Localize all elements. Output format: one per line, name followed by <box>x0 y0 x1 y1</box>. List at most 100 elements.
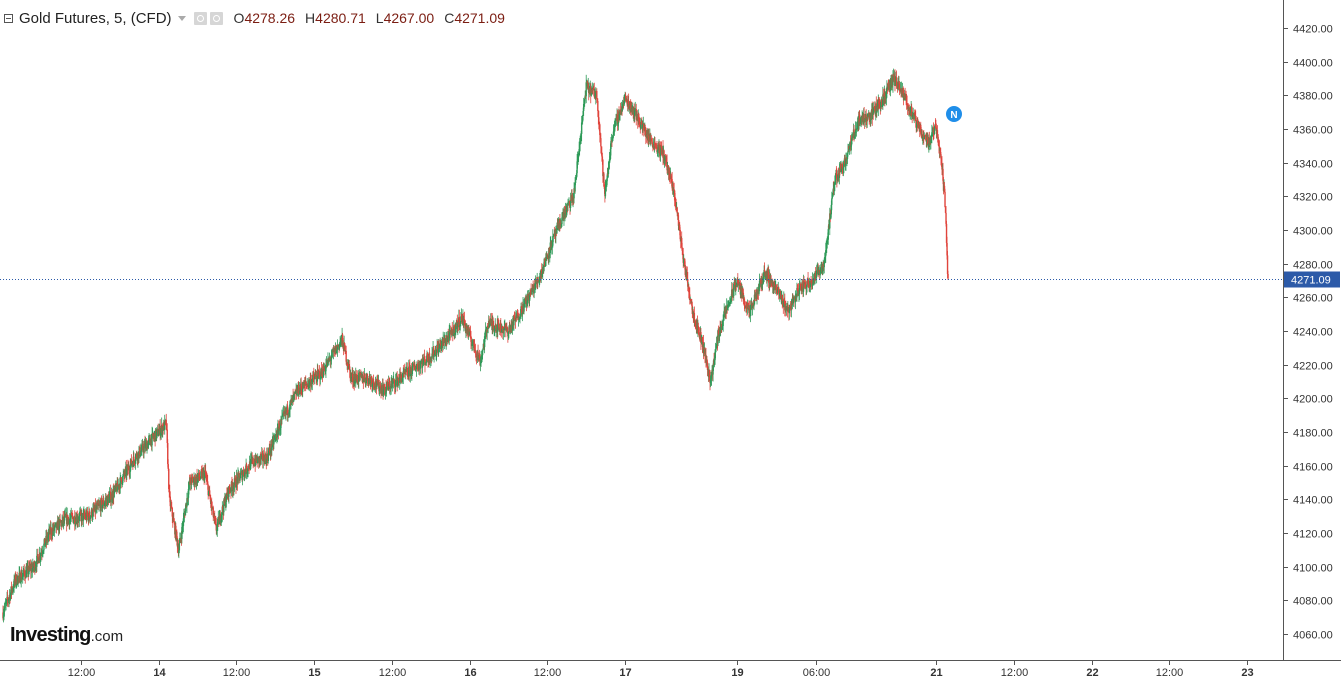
candle-body <box>778 287 780 294</box>
candle-body <box>419 363 422 369</box>
candle-body <box>635 109 637 120</box>
candle-body <box>324 368 326 372</box>
settings-icon[interactable] <box>193 11 207 25</box>
candle-body <box>797 289 799 291</box>
y-axis[interactable]: 4060.00 4080.00 4100.00 4120.00 4140.00 4160.… <box>1283 0 1333 660</box>
candle-body <box>541 269 543 275</box>
instrument-title[interactable]: Gold Futures, 5, (CFD) <box>19 9 172 27</box>
candle-body <box>805 286 808 289</box>
candle-body <box>887 85 889 89</box>
candle-body <box>468 330 471 335</box>
candle-body <box>454 333 456 335</box>
candle-body <box>584 95 586 99</box>
candle-body <box>804 282 807 288</box>
candle-body <box>486 326 489 329</box>
candle-body <box>440 345 442 349</box>
candle-body <box>336 345 339 350</box>
candle-body <box>478 354 481 358</box>
candle-body <box>484 336 486 337</box>
candle-body <box>742 292 745 299</box>
candle-body <box>372 378 375 384</box>
plot-area[interactable] <box>2 68 949 623</box>
candle-body <box>164 420 166 430</box>
candle-body <box>191 477 193 478</box>
candle-body <box>824 257 826 263</box>
candle-body <box>650 138 653 141</box>
candle-body <box>12 588 14 591</box>
settings-icon-2[interactable] <box>209 11 223 25</box>
x-tick-label: 12:00 <box>68 667 96 679</box>
candle-body <box>783 298 786 301</box>
candle-body <box>126 468 128 476</box>
candle-body <box>872 109 874 119</box>
candle-body <box>133 456 135 461</box>
y-tick-label: 4260.00 <box>1293 293 1333 305</box>
candle-body <box>519 317 521 318</box>
candle-body <box>32 562 35 568</box>
y-tick-label: 4160.00 <box>1293 462 1333 474</box>
candle-body <box>421 359 424 368</box>
candle-body <box>936 130 939 135</box>
candle-body <box>606 178 608 185</box>
candle-body <box>854 128 857 134</box>
candle-body <box>220 515 223 521</box>
candle-body <box>520 306 522 316</box>
candle-body <box>106 495 109 506</box>
candle-body <box>58 519 61 530</box>
candle-body <box>91 516 94 518</box>
candle-body <box>78 515 81 521</box>
candle-body <box>582 103 585 111</box>
candle-body <box>600 146 603 153</box>
candle-body <box>178 550 180 554</box>
candle-body <box>917 120 919 125</box>
ohlc-open: O4278.26 <box>234 10 296 26</box>
candle-body <box>82 513 85 521</box>
candle-body <box>835 172 837 179</box>
candle-body <box>670 174 672 179</box>
chevron-down-icon[interactable] <box>177 15 186 21</box>
candle-body <box>136 453 138 458</box>
candle-body <box>432 348 435 357</box>
candle-body <box>182 518 185 526</box>
candle-body <box>44 543 47 546</box>
candle-body <box>300 383 302 389</box>
candle-body <box>830 214 832 219</box>
candle-body <box>205 475 207 479</box>
candle-body <box>859 121 862 122</box>
candle-body <box>533 286 535 294</box>
candle-body <box>325 365 327 372</box>
candle-body <box>51 528 54 536</box>
candle-body <box>937 134 939 143</box>
candle-body <box>738 283 740 285</box>
news-marker[interactable]: N <box>946 106 962 122</box>
candle-body <box>841 164 844 169</box>
x-axis[interactable]: 12:00 14 12:00 15 12:00 16 12:00 17 19 06:00 21 12:… <box>0 660 1341 679</box>
candle-body <box>566 205 569 207</box>
candle-body <box>781 294 783 303</box>
candle-body <box>913 113 915 120</box>
candle-body <box>655 147 658 148</box>
candle-body <box>393 378 395 382</box>
candle-body <box>498 327 500 331</box>
candle-body <box>598 121 601 125</box>
collapse-icon[interactable] <box>4 13 13 23</box>
candle-body <box>36 555 38 567</box>
candle-body <box>69 518 71 520</box>
candle-body <box>916 123 918 128</box>
candle-body <box>575 173 578 178</box>
x-tick-label: 12:00 <box>534 667 562 679</box>
candle-body <box>883 96 885 99</box>
candle-body <box>365 382 367 383</box>
candle-body <box>747 302 749 309</box>
x-tick-label: 15 <box>308 667 320 679</box>
candle-body <box>484 329 487 337</box>
candle-body <box>503 330 505 332</box>
candle-body <box>71 513 73 516</box>
candle-body <box>477 351 479 357</box>
candle-body <box>697 326 700 329</box>
candle-body <box>688 286 690 293</box>
y-tick-label: 4340.00 <box>1293 159 1333 171</box>
candle-body <box>856 125 858 129</box>
